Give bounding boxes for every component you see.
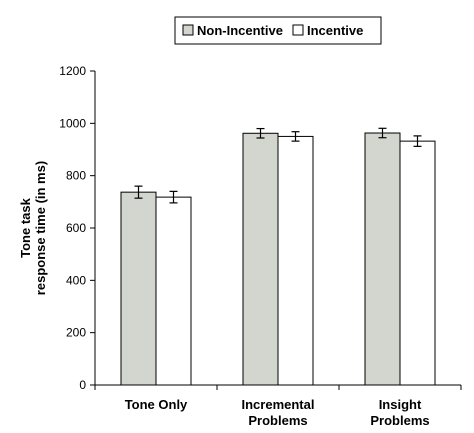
y-tick-label: 1200 — [59, 64, 86, 78]
bar — [399, 140, 436, 386]
legend-swatch — [292, 24, 304, 36]
y-tick-label: 600 — [66, 221, 86, 235]
bars — [120, 132, 436, 386]
x-category-label-line: Problems — [370, 413, 429, 428]
y-tick-label: 800 — [66, 169, 86, 183]
legend-label: Non-Incentive — [197, 23, 283, 38]
bar — [120, 191, 157, 386]
y-ticks: 0 200 400 600 800 1000 1200 — [59, 64, 95, 392]
bar — [277, 135, 314, 386]
y-axis-title: Tone taskresponse time (in ms) — [18, 161, 48, 295]
y-axis-label: Tone taskresponse time (in ms) — [18, 161, 48, 295]
x-category-label: Tone Only — [125, 397, 188, 412]
x-category-label-line: Problems — [248, 413, 307, 428]
bar — [364, 132, 401, 386]
x-category-label: Insight Problems — [370, 397, 429, 428]
x-category-label-line: Insight — [379, 397, 422, 412]
y-tick-label: 400 — [66, 273, 86, 287]
legend-box — [174, 16, 382, 45]
bar — [242, 132, 279, 386]
y-tick-label: 1000 — [59, 116, 86, 130]
error-bars — [134, 127, 422, 204]
bar — [155, 196, 192, 386]
legend: Non-Incentive Incentive — [174, 16, 382, 45]
y-tick-label: 0 — [79, 378, 86, 392]
x-category-label: Incremental Problems — [242, 397, 315, 428]
legend-label: Incentive — [307, 23, 363, 38]
y-tick-label: 200 — [66, 326, 86, 340]
legend-swatch — [182, 24, 194, 36]
x-category-label-line: Incremental — [242, 397, 315, 412]
y-axis-title-line: Tone task — [18, 197, 33, 257]
y-axis-title-line: response time (in ms) — [33, 161, 48, 295]
x-category-label-line: Tone Only — [125, 397, 188, 412]
